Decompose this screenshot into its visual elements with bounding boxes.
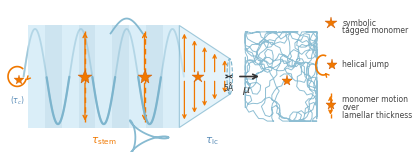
Text: $(\tau_c)$: $(\tau_c)$ <box>10 94 25 107</box>
Bar <box>95 25 112 128</box>
Text: over: over <box>342 103 360 112</box>
Bar <box>163 25 179 128</box>
Text: $\tau_{\rm stem}$: $\tau_{\rm stem}$ <box>91 135 117 147</box>
Bar <box>129 25 146 128</box>
Bar <box>112 25 129 128</box>
Bar <box>79 25 95 128</box>
Bar <box>62 25 79 128</box>
Text: helical jump: helical jump <box>342 60 389 69</box>
Text: 5Å: 5Å <box>224 84 234 93</box>
Bar <box>28 25 45 128</box>
Text: $\mu$: $\mu$ <box>242 85 251 97</box>
Text: monomer motion: monomer motion <box>342 95 408 104</box>
Text: lamellar thickness: lamellar thickness <box>342 111 413 120</box>
Bar <box>28 25 179 128</box>
Text: $\tau_{\rm lc}$: $\tau_{\rm lc}$ <box>205 135 218 147</box>
Text: tagged monomer: tagged monomer <box>342 26 409 35</box>
Text: symbolic: symbolic <box>342 19 376 28</box>
Bar <box>146 25 163 128</box>
Polygon shape <box>179 25 230 128</box>
Bar <box>45 25 62 128</box>
